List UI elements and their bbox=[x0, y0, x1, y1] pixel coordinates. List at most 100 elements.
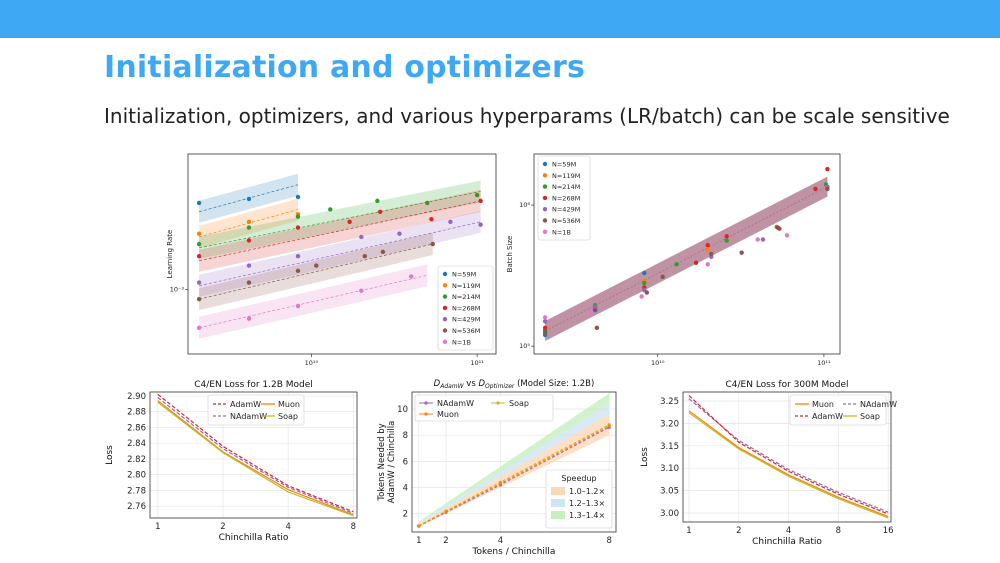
data-point bbox=[642, 270, 647, 276]
x-tick-label: 8 bbox=[351, 522, 356, 532]
legend-marker bbox=[424, 412, 428, 416]
data-point bbox=[196, 231, 202, 236]
data-point bbox=[196, 200, 202, 206]
y-tick-label: 8 bbox=[403, 431, 408, 441]
data-point bbox=[542, 330, 548, 335]
legend-box bbox=[537, 155, 591, 241]
data-point bbox=[709, 251, 714, 257]
y-tick-label: 2.88 bbox=[127, 408, 146, 418]
fit-line bbox=[199, 221, 481, 287]
data-point bbox=[724, 238, 729, 243]
legend-swatch bbox=[551, 511, 565, 519]
confidence-band bbox=[199, 210, 481, 297]
fit-line bbox=[545, 186, 828, 332]
legend-label: N=536M bbox=[552, 217, 580, 225]
legend-box bbox=[207, 394, 305, 426]
legend-label: NAdamW bbox=[860, 400, 897, 409]
data-point bbox=[478, 198, 483, 204]
legend-label: NAdamW bbox=[437, 399, 474, 408]
data-point bbox=[542, 315, 548, 320]
y-tick-label: 3.20 bbox=[660, 419, 679, 429]
x-tick-label: 4 bbox=[786, 526, 791, 536]
data-point bbox=[777, 226, 782, 231]
legend-label: N=1B bbox=[552, 228, 571, 236]
y-tick-label: 4 bbox=[403, 484, 408, 494]
y-tick-label: 3.25 bbox=[660, 397, 679, 407]
y-tick-label: 3.15 bbox=[660, 442, 679, 452]
data-point bbox=[542, 325, 548, 330]
legend-marker bbox=[542, 161, 548, 167]
data-point bbox=[693, 260, 699, 265]
data-point bbox=[594, 325, 600, 330]
legend-label: N=214M bbox=[452, 293, 480, 301]
data-point bbox=[784, 233, 790, 238]
data-point bbox=[417, 524, 421, 528]
legend-swatch bbox=[551, 499, 565, 507]
legend-marker bbox=[542, 229, 548, 234]
legend-label: N=1B bbox=[452, 338, 471, 346]
data-point bbox=[246, 280, 252, 285]
y-tick-label: 2.80 bbox=[127, 471, 146, 481]
data-point bbox=[246, 225, 252, 230]
x-tick-label: 10¹⁰ bbox=[305, 359, 319, 367]
data-point bbox=[196, 280, 202, 285]
x-tick-label: 10¹⁰ bbox=[651, 359, 665, 367]
data-point bbox=[448, 219, 453, 225]
confidence-band bbox=[199, 180, 481, 259]
data-point bbox=[380, 249, 386, 255]
learning-rate-chart: Learning Rate 10¹⁰ 10¹¹ 10⁻³ N=59M N=119M N=21… bbox=[166, 153, 497, 367]
data-point bbox=[196, 241, 202, 247]
legend-label: Soap bbox=[509, 399, 529, 408]
legend-marker bbox=[542, 195, 548, 201]
legend-label: N=119M bbox=[552, 172, 580, 180]
data-point bbox=[429, 217, 434, 222]
x-tick-label: 10¹¹ bbox=[817, 359, 831, 367]
data-point bbox=[825, 166, 830, 172]
fit-line bbox=[199, 191, 481, 249]
data-point bbox=[644, 290, 650, 295]
legend-label: N=214M bbox=[552, 183, 580, 191]
fit-line bbox=[199, 274, 428, 329]
data-point bbox=[478, 222, 483, 227]
data-point bbox=[295, 194, 301, 200]
data-point bbox=[359, 288, 364, 293]
y-tick-label: 2.82 bbox=[127, 455, 146, 465]
legend-label: N=536M bbox=[452, 327, 480, 335]
data-point bbox=[444, 510, 448, 514]
data-point bbox=[760, 237, 766, 242]
fit-line bbox=[199, 243, 433, 300]
x-tick-label: 2 bbox=[220, 522, 225, 532]
x-tick-label: 4 bbox=[498, 536, 503, 546]
data-point bbox=[589, 311, 594, 316]
series-line bbox=[688, 410, 889, 518]
legend-box bbox=[414, 394, 554, 422]
legend-label: Soap bbox=[278, 412, 298, 421]
data-point bbox=[592, 304, 598, 310]
data-point bbox=[328, 207, 333, 212]
fit-line bbox=[199, 200, 481, 262]
data-point bbox=[430, 241, 435, 247]
series-line bbox=[157, 401, 354, 517]
y-axis-label: Learning Rate bbox=[166, 230, 174, 279]
x-tick-label: 1 bbox=[686, 526, 691, 536]
y-tick-label: 2.84 bbox=[127, 439, 146, 449]
series-line bbox=[157, 397, 354, 514]
data-point bbox=[498, 481, 502, 486]
data-point bbox=[639, 294, 644, 299]
legend-swatch bbox=[551, 487, 565, 495]
legend-label: 1.2–1.3× bbox=[569, 499, 605, 508]
legend-marker bbox=[442, 339, 448, 344]
speedup-band bbox=[418, 393, 610, 523]
plot-frame bbox=[533, 153, 841, 355]
y-tick-label: 6 bbox=[403, 457, 408, 467]
legend-label: N=429M bbox=[552, 206, 580, 214]
y-tick-label: 10⁻³ bbox=[170, 285, 185, 293]
x-tick-label: 8 bbox=[606, 536, 611, 546]
chart-title: DAdamW vs DOptimizer (Model Size: 1.2B) bbox=[434, 379, 595, 390]
plot-frame bbox=[149, 391, 358, 519]
data-point bbox=[813, 186, 818, 192]
y-tick-label: 10 bbox=[397, 405, 408, 415]
plot-frame bbox=[187, 153, 497, 355]
data-point bbox=[825, 186, 830, 192]
